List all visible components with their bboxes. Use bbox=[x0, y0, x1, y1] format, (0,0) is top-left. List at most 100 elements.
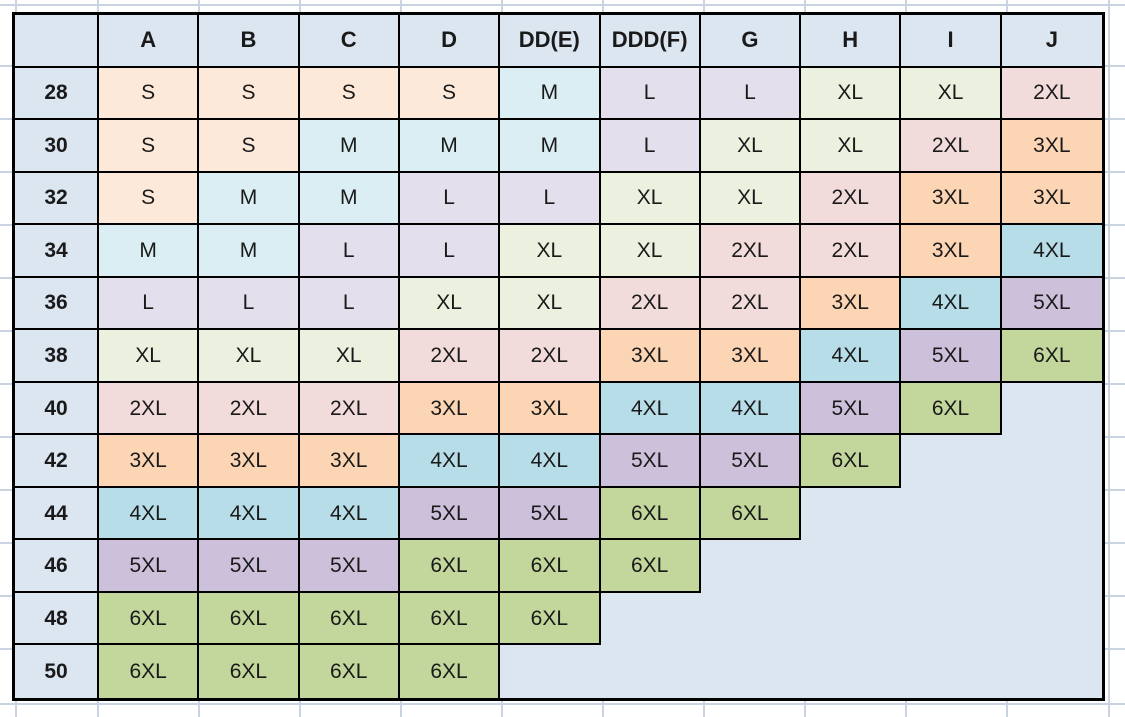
size-cell[interactable]: L bbox=[500, 172, 601, 226]
size-cell[interactable]: M bbox=[99, 225, 200, 278]
size-cell[interactable]: 2XL bbox=[801, 225, 902, 278]
size-cell[interactable]: XL bbox=[299, 330, 400, 383]
size-cell[interactable]: XL bbox=[500, 225, 601, 278]
size-cell[interactable]: 5XL bbox=[801, 382, 902, 436]
empty-cell[interactable] bbox=[700, 645, 802, 698]
size-cell[interactable]: 5XL bbox=[500, 487, 601, 541]
empty-cell[interactable] bbox=[801, 487, 902, 541]
size-cell[interactable]: 6XL bbox=[199, 645, 300, 698]
size-cell[interactable]: 2XL bbox=[399, 330, 501, 383]
row-label-28[interactable]: 28 bbox=[15, 67, 99, 121]
size-cell[interactable]: XL bbox=[700, 120, 802, 173]
row-label-42[interactable]: 42 bbox=[15, 435, 99, 488]
size-cell[interactable]: 3XL bbox=[299, 435, 400, 488]
size-cell[interactable]: 2XL bbox=[801, 172, 902, 226]
size-cell[interactable]: S bbox=[99, 67, 200, 121]
empty-cell[interactable] bbox=[500, 645, 601, 698]
size-cell[interactable]: 4XL bbox=[500, 435, 601, 488]
size-cell[interactable]: 6XL bbox=[1001, 330, 1102, 383]
size-cell[interactable]: L bbox=[700, 67, 802, 121]
empty-cell[interactable] bbox=[901, 487, 1002, 541]
size-cell[interactable]: S bbox=[199, 67, 300, 121]
empty-cell[interactable] bbox=[1001, 540, 1102, 593]
empty-cell[interactable] bbox=[600, 645, 701, 698]
size-cell[interactable]: 2XL bbox=[299, 382, 400, 436]
size-cell[interactable]: 3XL bbox=[901, 172, 1002, 226]
size-cell[interactable]: L bbox=[99, 277, 200, 331]
corner-cell[interactable] bbox=[15, 15, 99, 68]
size-cell[interactable]: M bbox=[399, 120, 501, 173]
size-cell[interactable]: XL bbox=[500, 277, 601, 331]
row-label-50[interactable]: 50 bbox=[15, 645, 99, 698]
size-cell[interactable]: 5XL bbox=[199, 540, 300, 593]
empty-cell[interactable] bbox=[700, 540, 802, 593]
size-cell[interactable]: 4XL bbox=[901, 277, 1002, 331]
size-cell[interactable]: S bbox=[299, 67, 400, 121]
size-cell[interactable]: XL bbox=[99, 330, 200, 383]
column-header-c[interactable]: C bbox=[299, 15, 400, 68]
size-cell[interactable]: XL bbox=[399, 277, 501, 331]
size-cell[interactable]: XL bbox=[801, 67, 902, 121]
size-cell[interactable]: 4XL bbox=[1001, 225, 1102, 278]
size-cell[interactable]: XL bbox=[600, 225, 701, 278]
size-cell[interactable]: M bbox=[199, 225, 300, 278]
size-cell[interactable]: L bbox=[399, 225, 501, 278]
size-cell[interactable]: M bbox=[299, 172, 400, 226]
size-cell[interactable]: 6XL bbox=[500, 540, 601, 593]
column-header-j[interactable]: J bbox=[1001, 15, 1102, 68]
size-cell[interactable]: S bbox=[399, 67, 501, 121]
empty-cell[interactable] bbox=[1001, 592, 1102, 646]
column-header-d[interactable]: D bbox=[399, 15, 501, 68]
size-cell[interactable]: 4XL bbox=[600, 382, 701, 436]
empty-cell[interactable] bbox=[1001, 645, 1102, 698]
size-cell[interactable]: 3XL bbox=[700, 330, 802, 383]
size-cell[interactable]: L bbox=[600, 120, 701, 173]
size-cell[interactable]: L bbox=[600, 67, 701, 121]
row-label-30[interactable]: 30 bbox=[15, 120, 99, 173]
row-label-36[interactable]: 36 bbox=[15, 277, 99, 331]
size-cell[interactable]: L bbox=[299, 277, 400, 331]
size-cell[interactable]: 2XL bbox=[1001, 67, 1102, 121]
size-cell[interactable]: 4XL bbox=[299, 487, 400, 541]
size-cell[interactable]: XL bbox=[901, 67, 1002, 121]
empty-cell[interactable] bbox=[901, 435, 1002, 488]
size-cell[interactable]: 3XL bbox=[901, 225, 1002, 278]
column-header-i[interactable]: I bbox=[901, 15, 1002, 68]
size-cell[interactable]: XL bbox=[700, 172, 802, 226]
empty-cell[interactable] bbox=[801, 540, 902, 593]
size-cell[interactable]: 6XL bbox=[901, 382, 1002, 436]
size-cell[interactable]: 6XL bbox=[600, 540, 701, 593]
row-label-40[interactable]: 40 bbox=[15, 382, 99, 436]
size-cell[interactable]: 3XL bbox=[99, 435, 200, 488]
size-cell[interactable]: 2XL bbox=[199, 382, 300, 436]
size-cell[interactable]: 3XL bbox=[600, 330, 701, 383]
empty-cell[interactable] bbox=[1001, 435, 1102, 488]
size-cell[interactable]: 6XL bbox=[299, 645, 400, 698]
size-cell[interactable]: XL bbox=[600, 172, 701, 226]
size-cell[interactable]: 3XL bbox=[500, 382, 601, 436]
size-cell[interactable]: 6XL bbox=[299, 592, 400, 646]
size-cell[interactable]: L bbox=[199, 277, 300, 331]
row-label-48[interactable]: 48 bbox=[15, 592, 99, 646]
empty-cell[interactable] bbox=[700, 592, 802, 646]
size-cell[interactable]: 6XL bbox=[600, 487, 701, 541]
size-cell[interactable]: 6XL bbox=[199, 592, 300, 646]
size-cell[interactable]: 3XL bbox=[1001, 172, 1102, 226]
size-cell[interactable]: 5XL bbox=[901, 330, 1002, 383]
size-cell[interactable]: M bbox=[199, 172, 300, 226]
size-cell[interactable]: 6XL bbox=[700, 487, 802, 541]
size-cell[interactable]: 4XL bbox=[801, 330, 902, 383]
size-cell[interactable]: 2XL bbox=[700, 225, 802, 278]
empty-cell[interactable] bbox=[1001, 382, 1102, 436]
empty-cell[interactable] bbox=[801, 592, 902, 646]
size-cell[interactable]: 2XL bbox=[700, 277, 802, 331]
size-cell[interactable]: S bbox=[99, 172, 200, 226]
size-cell[interactable]: 4XL bbox=[99, 487, 200, 541]
size-cell[interactable]: 2XL bbox=[500, 330, 601, 383]
empty-cell[interactable] bbox=[901, 645, 1002, 698]
size-cell[interactable]: M bbox=[500, 67, 601, 121]
size-cell[interactable]: 6XL bbox=[399, 592, 501, 646]
empty-cell[interactable] bbox=[801, 645, 902, 698]
row-label-38[interactable]: 38 bbox=[15, 330, 99, 383]
size-cell[interactable]: 3XL bbox=[801, 277, 902, 331]
